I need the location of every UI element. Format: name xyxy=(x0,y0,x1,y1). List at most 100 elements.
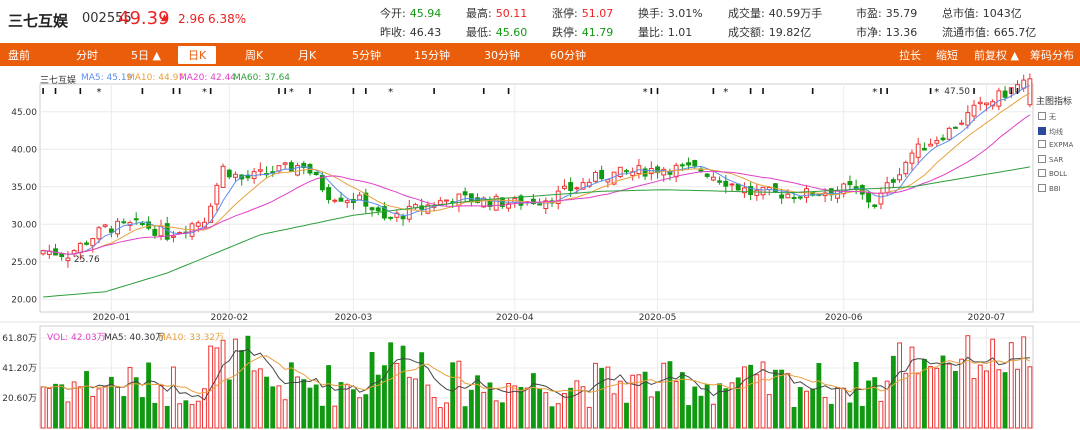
checkbox-icon xyxy=(1038,126,1046,135)
candle xyxy=(506,203,511,209)
candle xyxy=(90,238,96,247)
indicator-2[interactable]: EXPMA xyxy=(1038,140,1073,149)
candle xyxy=(642,168,648,177)
tab-1[interactable]: 分时 xyxy=(76,49,98,62)
volume-bar xyxy=(766,394,772,429)
tab-7[interactable]: 15分钟 xyxy=(414,49,450,62)
event-marker xyxy=(209,88,212,94)
candle xyxy=(257,169,263,172)
volume-bar xyxy=(431,397,437,429)
tab-6[interactable]: 5分钟 xyxy=(352,49,381,62)
candle xyxy=(630,171,636,176)
stat-label: 今开: xyxy=(380,7,406,20)
tab-3[interactable]: 日K xyxy=(178,46,217,64)
indicator-title: 主图指标 xyxy=(1036,97,1073,107)
x-tick-label: 2020-07 xyxy=(968,313,1006,323)
volume-bar xyxy=(971,378,977,429)
tool-0[interactable]: 拉长 xyxy=(899,49,921,62)
vol-ma5-line xyxy=(43,348,1030,401)
stat-value: 51.07 xyxy=(581,7,614,20)
volume-bar xyxy=(586,406,592,429)
volume-bar xyxy=(313,384,319,429)
volume-bar xyxy=(53,383,58,429)
legend-ma-1: MA10: 44.97 xyxy=(127,73,185,83)
candle xyxy=(152,228,158,236)
price-change-pct: 6.38% xyxy=(208,12,247,26)
candle xyxy=(928,143,934,147)
indicator-1[interactable]: 均线 xyxy=(1038,126,1063,137)
tab-5[interactable]: 月K xyxy=(298,49,317,62)
event-marker xyxy=(886,88,888,94)
stat-value: 1.01 xyxy=(667,26,693,39)
event-marker: * xyxy=(643,87,648,98)
tool-1[interactable]: 缩短 xyxy=(936,49,958,62)
candle xyxy=(704,173,710,177)
volume-bar xyxy=(301,379,307,429)
stat-value: 35.79 xyxy=(885,7,918,20)
volume-bar xyxy=(413,378,418,429)
candle xyxy=(940,137,946,141)
volume-bar xyxy=(164,405,170,429)
volume-bar xyxy=(723,388,729,429)
stat-label: 换手: xyxy=(638,7,664,20)
stock-name: 三七互娱 xyxy=(8,12,69,30)
event-marker xyxy=(172,88,175,94)
volume-bar xyxy=(357,397,363,429)
candle xyxy=(996,90,1002,107)
stat-label: 市净: xyxy=(856,26,882,39)
candle xyxy=(710,176,716,181)
volume-bar xyxy=(375,374,381,429)
tab-8[interactable]: 30分钟 xyxy=(484,49,520,62)
event-marker xyxy=(178,88,181,94)
stock-price: 49.39 xyxy=(118,8,170,29)
volume-bar xyxy=(295,376,300,429)
volume-bar xyxy=(425,384,431,429)
tool-3[interactable]: 筹码分布 xyxy=(1030,49,1074,62)
candle xyxy=(357,194,363,201)
volume-bar xyxy=(102,386,108,429)
volume-bar xyxy=(624,402,629,429)
volume-bar xyxy=(1002,372,1008,429)
volume-bar xyxy=(940,355,946,429)
up-arrow-icon: ▲ xyxy=(161,13,168,23)
candle xyxy=(692,160,698,167)
candle xyxy=(332,199,338,202)
tab-2[interactable]: 5日 ▲ xyxy=(131,49,161,62)
vol-ma10-line xyxy=(43,355,1031,394)
y-tick-label: 30.00 xyxy=(11,220,37,230)
candle xyxy=(735,183,741,191)
stat-label: 量比: xyxy=(638,26,664,39)
tool-2[interactable]: 前复权 ▲ xyxy=(974,49,1019,62)
volume-bar xyxy=(512,385,518,429)
indicator-5[interactable]: BBI xyxy=(1038,183,1061,193)
volume-bar xyxy=(202,388,207,429)
indicator-3[interactable]: SAR xyxy=(1038,154,1063,164)
volume-bar xyxy=(307,387,313,429)
volume-bar xyxy=(462,406,468,429)
stat-2: 涨停: 51.07 xyxy=(552,5,613,21)
volume-bar xyxy=(959,358,965,429)
volume-bar xyxy=(450,362,456,429)
stat-value: 41.79 xyxy=(581,26,614,39)
y-tick-label: 45.00 xyxy=(11,108,37,118)
candle xyxy=(903,161,909,175)
volume-bar xyxy=(350,389,356,429)
stat-4: 成交量: 40.59万手 xyxy=(728,5,822,21)
volume-bar xyxy=(177,403,183,429)
volume-bar xyxy=(214,347,220,429)
volume-bar xyxy=(928,366,934,429)
tab-4[interactable]: 周K xyxy=(245,49,264,62)
indicator-label: BOLL xyxy=(1049,170,1067,178)
event-marker xyxy=(811,88,814,94)
indicator-0[interactable]: 无 xyxy=(1038,112,1056,122)
volume-bar xyxy=(822,396,828,429)
candle xyxy=(866,192,871,203)
tab-0[interactable]: 盘前 xyxy=(8,49,30,62)
indicator-4[interactable]: BOLL xyxy=(1038,169,1067,178)
volume-bar xyxy=(1027,366,1033,429)
event-marker xyxy=(507,88,510,94)
volume-bar xyxy=(65,401,71,429)
candle xyxy=(984,102,989,106)
tab-9[interactable]: 60分钟 xyxy=(550,49,586,62)
